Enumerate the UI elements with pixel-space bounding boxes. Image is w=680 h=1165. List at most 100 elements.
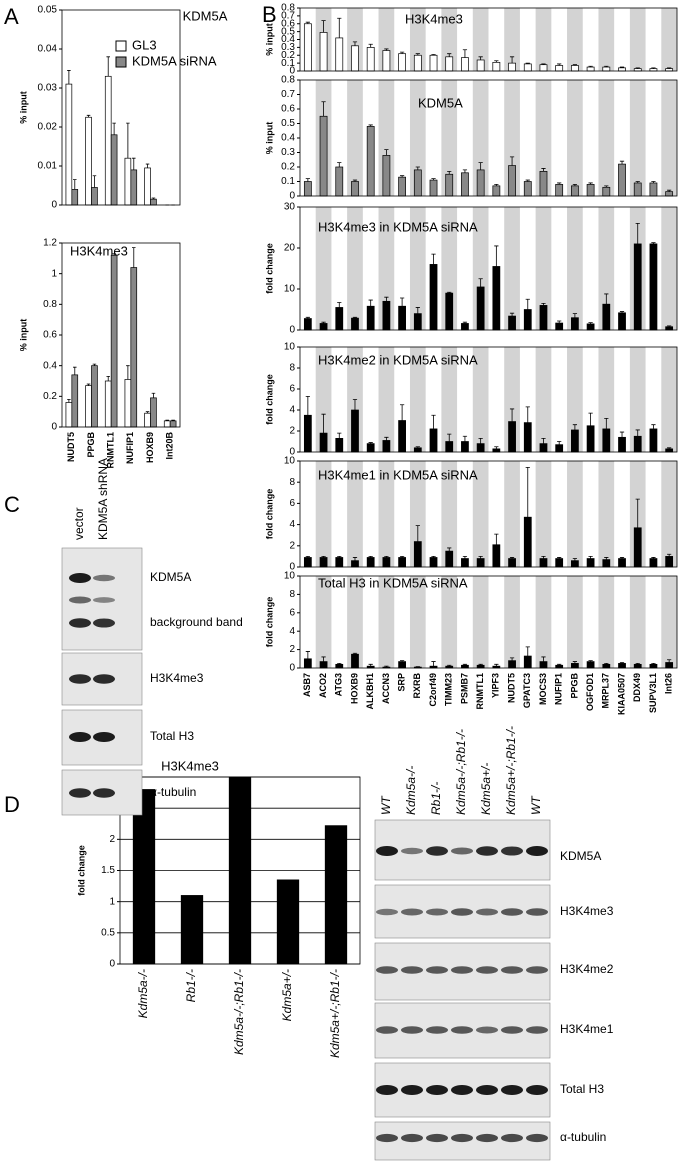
error-bar bbox=[588, 412, 593, 426]
y-axis-label: % input bbox=[264, 122, 274, 155]
error-bar bbox=[541, 168, 546, 172]
bar bbox=[303, 557, 312, 568]
blot-band bbox=[426, 1085, 448, 1095]
bar bbox=[618, 163, 626, 197]
error-bar bbox=[509, 56, 515, 64]
bar bbox=[523, 63, 532, 72]
error-bar bbox=[667, 325, 672, 327]
error-bar bbox=[368, 43, 373, 48]
y-tick-label: 0 bbox=[289, 447, 295, 458]
error-bar bbox=[478, 56, 483, 60]
y-axis-label: % input bbox=[18, 91, 28, 124]
x-tick-label: HOXB9 bbox=[349, 673, 359, 704]
x-tick-label: Kdm5a+/-;Rb1-/- bbox=[328, 969, 342, 1058]
bar bbox=[104, 380, 112, 428]
blot-band bbox=[426, 846, 448, 856]
blot-band bbox=[69, 596, 91, 604]
bar bbox=[163, 420, 171, 428]
bar bbox=[110, 134, 118, 206]
error-bar bbox=[635, 663, 640, 665]
bar bbox=[144, 412, 151, 428]
y-tick-label: 0.6 bbox=[43, 330, 57, 341]
error-bar bbox=[384, 149, 389, 156]
error-bar bbox=[399, 51, 405, 54]
error-bar bbox=[447, 664, 452, 667]
plot-frame bbox=[61, 242, 181, 428]
y-tick-label: 30 bbox=[284, 202, 296, 213]
bar bbox=[169, 420, 177, 428]
bar bbox=[461, 172, 469, 197]
row-label: H3K4me2 bbox=[560, 962, 614, 976]
blot-band bbox=[476, 846, 498, 856]
bar bbox=[303, 23, 312, 72]
x-tick-label: GPATC3 bbox=[522, 673, 532, 708]
panel-label: A bbox=[4, 4, 19, 29]
bar bbox=[130, 267, 138, 428]
lane-label: Kdm5a-/-;Rb1-/- bbox=[454, 729, 468, 815]
error-bar bbox=[635, 498, 640, 528]
band-shade bbox=[567, 461, 583, 567]
bar bbox=[351, 560, 359, 568]
band-shade bbox=[347, 80, 363, 196]
bar bbox=[351, 181, 359, 197]
band-shade bbox=[378, 80, 395, 196]
y-axis-label: fold change bbox=[264, 243, 274, 294]
y-tick-label: 0.7 bbox=[281, 11, 295, 22]
band-shade bbox=[378, 461, 395, 567]
error-bar bbox=[337, 162, 342, 167]
bar bbox=[476, 558, 485, 568]
band-shade bbox=[661, 207, 677, 330]
error-bar bbox=[415, 53, 420, 56]
y-tick-label: 0.03 bbox=[38, 83, 58, 94]
bar bbox=[492, 266, 501, 331]
error-bar bbox=[399, 556, 405, 558]
bar bbox=[71, 374, 79, 428]
band-shade bbox=[629, 8, 646, 71]
lane-label: Kdm5a-/- bbox=[404, 766, 418, 815]
error-bar bbox=[588, 182, 593, 185]
error-bar bbox=[667, 189, 672, 192]
error-bar bbox=[572, 661, 578, 664]
band-shade bbox=[441, 8, 458, 71]
plot-frame bbox=[299, 460, 678, 568]
band-shade bbox=[661, 80, 677, 196]
bar bbox=[508, 558, 516, 568]
bar bbox=[539, 171, 548, 197]
bar bbox=[150, 397, 157, 428]
error-bar bbox=[478, 663, 483, 666]
error-bar bbox=[541, 302, 546, 306]
error-bar bbox=[541, 556, 546, 559]
bar bbox=[492, 61, 501, 72]
error-bar bbox=[447, 53, 452, 57]
error-bar bbox=[525, 406, 530, 423]
bar bbox=[571, 560, 579, 568]
band-shade bbox=[567, 576, 583, 668]
bar bbox=[476, 169, 485, 197]
error-bar bbox=[321, 556, 326, 558]
bar bbox=[665, 662, 674, 669]
plot-frame bbox=[119, 776, 361, 965]
error-bar bbox=[305, 651, 310, 659]
y-axis-label: % input bbox=[264, 23, 274, 56]
x-tick-label: PPGB bbox=[569, 673, 579, 699]
plot-frame bbox=[299, 7, 678, 72]
error-bar bbox=[494, 663, 499, 667]
bar bbox=[523, 309, 532, 331]
plot-frame bbox=[299, 575, 678, 669]
error-bar bbox=[509, 557, 515, 559]
chart-title: H3K4me3 in KDM5A siRNA bbox=[318, 219, 478, 234]
error-bar bbox=[415, 166, 420, 170]
blot-band bbox=[376, 966, 398, 974]
error-bar bbox=[525, 62, 530, 64]
error-bar bbox=[151, 392, 156, 398]
error-bar bbox=[415, 307, 420, 314]
x-tick-label: NUFIP1 bbox=[125, 432, 135, 464]
bar bbox=[602, 303, 611, 331]
x-tick-label: ALKBH1 bbox=[365, 673, 375, 710]
row-label: KDM5A bbox=[150, 570, 191, 584]
y-tick-label: 2 bbox=[289, 644, 295, 655]
error-bar bbox=[462, 435, 468, 442]
error-bar bbox=[462, 49, 468, 58]
bar bbox=[508, 165, 516, 197]
blot-band bbox=[526, 846, 548, 856]
